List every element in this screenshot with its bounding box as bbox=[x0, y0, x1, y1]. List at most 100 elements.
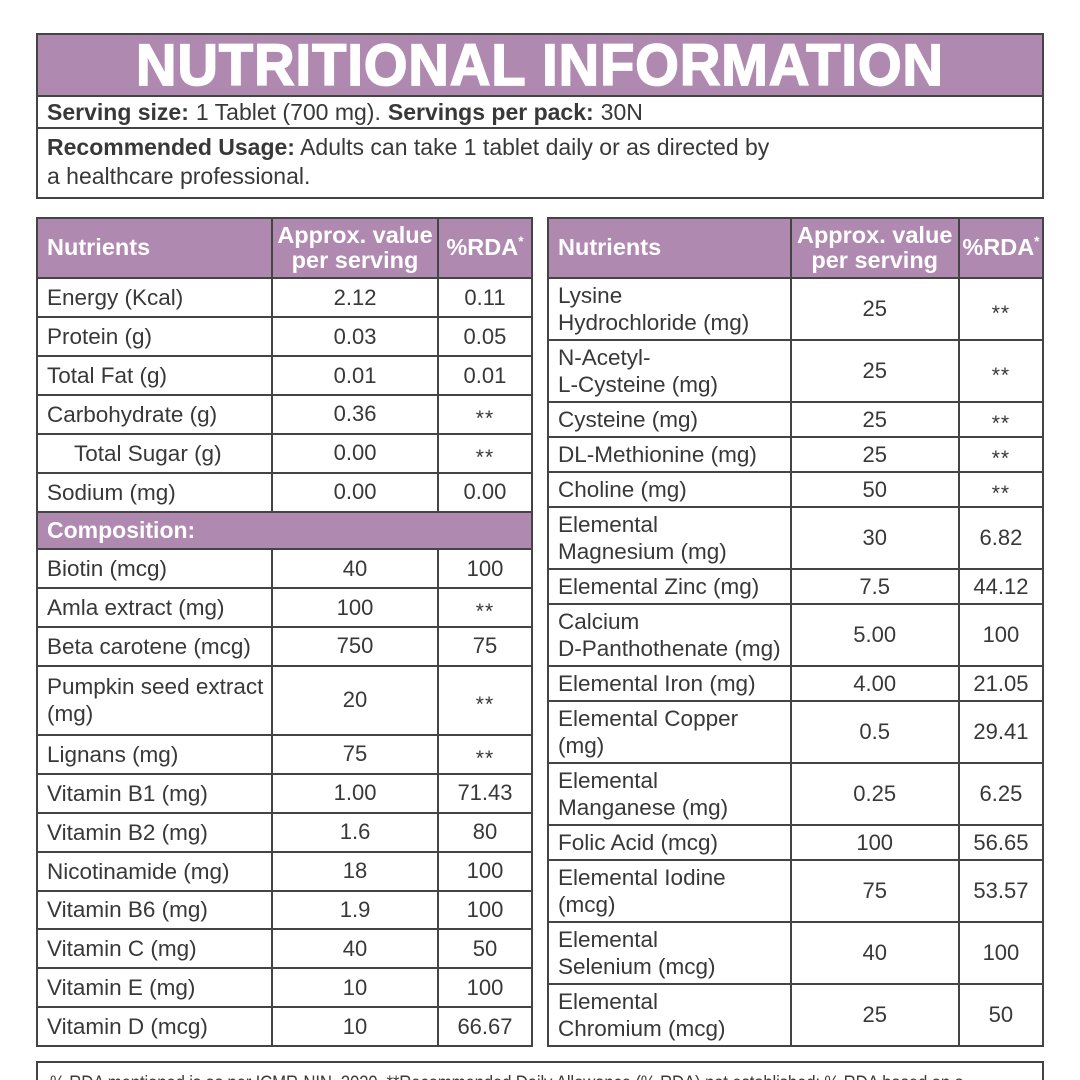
nutrient-name-cell: Folic Acid (mcg) bbox=[547, 824, 792, 862]
nutrient-value-cell: 75 bbox=[271, 733, 439, 775]
nutrient-name-cell: Elemental Chromium (mcg) bbox=[547, 983, 792, 1048]
composition-section-label: Composition: bbox=[36, 510, 533, 551]
nutrient-row: Total Fat (g) 0.01 0.01 bbox=[35, 355, 534, 397]
nutrient-value-cell: 40 bbox=[271, 928, 439, 970]
nutrient-row: Elemental Chromium (mcg) 25 50 bbox=[547, 983, 1045, 1048]
nutrient-name-cell: Pumpkin seed extract (mg) bbox=[35, 664, 274, 736]
nutrient-row: Calcium D-Panthothenate (mg) 5.00 100 bbox=[547, 603, 1045, 668]
nutrient-value-cell: 25 bbox=[789, 401, 960, 439]
nutrient-rda-cell: 100 bbox=[957, 921, 1045, 986]
nutrient-rda-cell: 44.12 bbox=[957, 568, 1045, 606]
serving-info-row: Serving size: 1 Tablet (700 mg). Serving… bbox=[36, 95, 1044, 129]
nutrient-rda-cell: 29.41 bbox=[957, 700, 1045, 765]
nutrient-row: Carbohydrate (g) 0.36 ** bbox=[35, 394, 534, 435]
nutrient-row: Elemental Magnesium (mg) 30 6.82 bbox=[547, 506, 1045, 571]
rda-header-text: %RDA bbox=[446, 234, 519, 261]
nutrient-rda-cell: 50 bbox=[957, 983, 1045, 1048]
nutrient-rda-cell: 66.67 bbox=[436, 1006, 534, 1048]
nutrient-rda-cell: ** bbox=[957, 401, 1045, 439]
nutrient-row: Vitamin B6 (mg) 1.9 100 bbox=[35, 889, 534, 931]
nutrient-rda-cell: ** bbox=[436, 664, 534, 736]
nutrient-rda-cell: 71.43 bbox=[436, 772, 534, 814]
nutrient-name-cell: Sodium (mg) bbox=[35, 471, 274, 513]
recommended-usage-box: Recommended Usage: Adults can take 1 tab… bbox=[36, 127, 1044, 199]
nutrient-row: Sodium (mg) 0.00 0.00 bbox=[35, 471, 534, 513]
nutrient-name-cell: Vitamin C (mg) bbox=[35, 928, 274, 970]
nutrient-rda-cell: 100 bbox=[957, 603, 1045, 668]
nutrient-rda-cell: 21.05 bbox=[957, 665, 1045, 703]
rda-asterisk: * bbox=[1034, 234, 1040, 250]
nutrient-rda-cell: 80 bbox=[436, 811, 534, 853]
nutrient-rda-cell: 0.11 bbox=[436, 277, 534, 319]
servings-per-pack-value: 30N bbox=[600, 98, 643, 125]
nutrient-value-cell: 50 bbox=[789, 471, 960, 509]
nutrient-rda-cell: 56.65 bbox=[957, 824, 1045, 862]
nutrient-value-cell: 40 bbox=[789, 921, 960, 986]
footnote-box: % RDA mentioned is as per ICMR-NIN, 2020… bbox=[36, 1061, 1044, 1080]
nutrient-value-cell: 10 bbox=[271, 967, 439, 1009]
nutrient-name-cell: Elemental Manganese (mg) bbox=[547, 762, 792, 827]
nutrient-name-cell: Lysine Hydrochloride (mg) bbox=[547, 277, 792, 342]
nutrient-row: Cysteine (mg) 25 ** bbox=[547, 401, 1045, 439]
nutrient-row: Elemental Selenium (mcg) 40 100 bbox=[547, 921, 1045, 986]
nutrient-row: Lignans (mg) 75 ** bbox=[35, 733, 534, 775]
approx-value-column-header: Approx. value per serving bbox=[789, 216, 960, 280]
nutrient-rda-cell: 6.25 bbox=[957, 762, 1045, 827]
nutrient-rda-cell: ** bbox=[957, 471, 1045, 509]
rda-column-header: %RDA* bbox=[436, 216, 534, 280]
nutrient-value-cell: 0.5 bbox=[789, 700, 960, 765]
nutrient-value-cell: 20 bbox=[271, 664, 439, 736]
servings-per-pack-label: Servings per pack: bbox=[387, 98, 594, 125]
nutrient-name-cell: N-Acetyl- L-Cysteine (mg) bbox=[547, 339, 792, 404]
nutrient-value-cell: 1.9 bbox=[271, 889, 439, 931]
nutrient-row: Protein (g) 0.03 0.05 bbox=[35, 316, 534, 358]
nutrient-name-cell: Beta carotene (mcg) bbox=[35, 625, 274, 667]
nutrient-row: Vitamin B1 (mg) 1.00 71.43 bbox=[35, 772, 534, 814]
nutrient-value-cell: 18 bbox=[271, 850, 439, 892]
nutrient-value-cell: 25 bbox=[789, 436, 960, 474]
nutrient-name-cell: Carbohydrate (g) bbox=[35, 394, 274, 435]
table-header-row: Nutrients Approx. value per serving %RDA… bbox=[35, 216, 534, 280]
nutrient-value-cell: 2.12 bbox=[271, 277, 439, 319]
nutrient-name-cell: DL-Methionine (mg) bbox=[547, 436, 792, 474]
nutrient-name-cell: Elemental Zinc (mg) bbox=[547, 568, 792, 606]
nutrient-name-cell: Total Fat (g) bbox=[35, 355, 274, 397]
recommended-usage-label: Recommended Usage: bbox=[47, 134, 295, 160]
nutrients-column-header: Nutrients bbox=[35, 216, 274, 280]
nutrient-row: Vitamin D (mcg) 10 66.67 bbox=[35, 1006, 534, 1048]
nutrient-row: Energy (Kcal) 2.12 0.11 bbox=[35, 277, 534, 319]
nutrient-row: DL-Methionine (mg) 25 ** bbox=[547, 436, 1045, 474]
nutrient-value-cell: 40 bbox=[271, 548, 439, 590]
nutrient-name-cell: Cysteine (mg) bbox=[547, 401, 792, 439]
left-table-body: Energy (Kcal) 2.12 0.11 Protein (g) 0.03 0.05… bbox=[35, 277, 534, 1048]
nutrient-value-cell: 750 bbox=[271, 625, 439, 667]
nutrient-rda-cell: 100 bbox=[436, 850, 534, 892]
nutrient-row: Elemental Iodine (mcg) 75 53.57 bbox=[547, 859, 1045, 924]
right-table-body: Lysine Hydrochloride (mg) 25 ** N-Acetyl- L… bbox=[547, 277, 1045, 1048]
nutrient-rda-cell: 100 bbox=[436, 967, 534, 1009]
nutrient-value-cell: 100 bbox=[789, 824, 960, 862]
nutrient-name-cell: Vitamin B2 (mg) bbox=[35, 811, 274, 853]
nutrient-name-cell: Choline (mg) bbox=[547, 471, 792, 509]
nutrient-rda-cell: ** bbox=[436, 394, 534, 435]
left-nutrients-table: Nutrients Approx. value per serving %RDA… bbox=[35, 216, 534, 1048]
nutrient-row: Vitamin C (mg) 40 50 bbox=[35, 928, 534, 970]
nutrient-row: Amla extract (mg) 100 ** bbox=[35, 587, 534, 628]
nutrient-row: Biotin (mcg) 40 100 bbox=[35, 548, 534, 590]
nutrient-value-cell: 10 bbox=[271, 1006, 439, 1048]
rda-column-header: %RDA* bbox=[957, 216, 1045, 280]
table-header-row: Nutrients Approx. value per serving %RDA… bbox=[547, 216, 1045, 280]
nutrient-rda-cell: 100 bbox=[436, 548, 534, 590]
nutrient-name-cell: Vitamin D (mcg) bbox=[35, 1006, 274, 1048]
nutrient-row: Choline (mg) 50 ** bbox=[547, 471, 1045, 509]
nutrient-tables: Nutrients Approx. value per serving %RDA… bbox=[35, 216, 1045, 1048]
nutrient-rda-cell: ** bbox=[436, 733, 534, 775]
nutrient-row: Pumpkin seed extract (mg) 20 ** bbox=[35, 664, 534, 736]
nutrient-row: Beta carotene (mcg) 750 75 bbox=[35, 625, 534, 667]
nutrient-row: Vitamin B2 (mg) 1.6 80 bbox=[35, 811, 534, 853]
nutrient-name-cell: Energy (Kcal) bbox=[35, 277, 274, 319]
nutrient-rda-cell: 53.57 bbox=[957, 859, 1045, 924]
nutrient-value-cell: 1.6 bbox=[271, 811, 439, 853]
recommended-usage-text: Adults can take 1 tablet daily or as dir… bbox=[47, 134, 770, 189]
nutrient-value-cell: 0.00 bbox=[271, 471, 439, 513]
